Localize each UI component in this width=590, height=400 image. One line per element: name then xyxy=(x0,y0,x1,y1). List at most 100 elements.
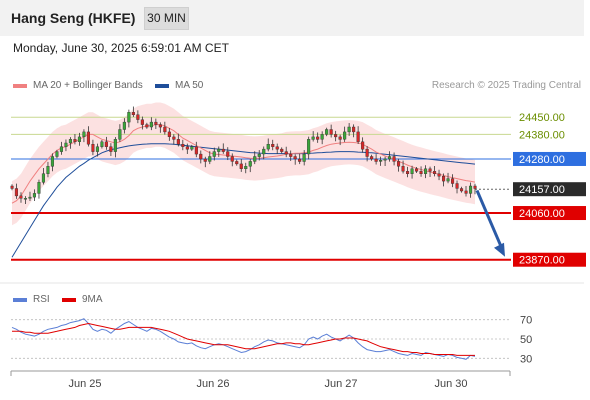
candle-body xyxy=(469,185,473,194)
ma50-label: MA 50 xyxy=(175,80,204,91)
level-label: 24060.00 xyxy=(513,206,586,221)
candle-body xyxy=(19,195,23,199)
candle-body xyxy=(140,119,144,125)
candle-body xyxy=(284,151,288,155)
candle-body xyxy=(163,126,167,133)
candle-body xyxy=(127,112,131,123)
candle-body xyxy=(397,161,401,167)
candle-body xyxy=(113,139,117,152)
candle-body xyxy=(77,136,81,142)
candle-body xyxy=(203,158,207,162)
candle-body xyxy=(307,139,311,155)
candle-body xyxy=(122,121,126,130)
candle-body xyxy=(262,148,266,155)
candle-body xyxy=(383,158,387,161)
candle-body xyxy=(338,136,342,140)
candle-body xyxy=(442,175,446,182)
candle-body xyxy=(451,178,455,184)
rsi-tick-label: 50 xyxy=(520,334,532,346)
candle-body xyxy=(118,129,122,140)
candle-body xyxy=(86,131,90,145)
candle-body xyxy=(239,163,243,169)
legend-ma50: MA 50 xyxy=(155,80,203,91)
rsi-ma-label: 9MA xyxy=(82,294,103,305)
x-tick-label: Jun 27 xyxy=(324,378,357,390)
candle-body xyxy=(401,166,405,172)
level-label-text: 23870.00 xyxy=(519,255,565,267)
level-label: 23870.00 xyxy=(513,252,586,267)
candle-body xyxy=(361,141,365,150)
rsi-tick-label: 30 xyxy=(520,353,532,365)
bollinger-label: MA 20 + Bollinger Bands xyxy=(33,80,143,91)
candle-body xyxy=(95,146,99,152)
candle-body xyxy=(271,143,275,147)
candle-body xyxy=(158,124,162,128)
candle-body xyxy=(365,148,369,157)
legend-rsi: RSI xyxy=(13,294,50,305)
candle-body xyxy=(325,129,329,135)
level-label-bg xyxy=(513,151,586,166)
candle-body xyxy=(68,139,72,144)
candle-body xyxy=(194,146,198,155)
x-tick-label: Jun 26 xyxy=(196,378,229,390)
candle-body xyxy=(208,156,212,162)
instrument-title: Hang Seng (HKFE) xyxy=(11,10,136,26)
level-label-bg xyxy=(513,182,586,197)
candle-body xyxy=(109,146,113,152)
candle-body xyxy=(473,185,477,189)
candle-body xyxy=(199,153,203,160)
candle-body xyxy=(82,131,86,137)
candle-body xyxy=(59,146,63,152)
candle-body xyxy=(316,136,320,140)
candle-body xyxy=(230,156,234,162)
candle-body xyxy=(460,188,464,192)
candle-body xyxy=(190,146,194,150)
candle-body xyxy=(248,161,252,167)
ma50-line xyxy=(11,143,476,258)
candle-body xyxy=(212,151,216,157)
rsi-line xyxy=(11,318,476,360)
candle-body xyxy=(14,188,19,197)
candle-body xyxy=(352,126,356,133)
level-label-bg xyxy=(513,206,586,221)
candle-body xyxy=(392,156,396,162)
candle-body xyxy=(50,156,54,167)
candle-body xyxy=(320,134,324,140)
candle-body xyxy=(73,139,77,143)
x-tick-label: Jun 25 xyxy=(68,378,101,390)
candle-body xyxy=(370,156,374,160)
candle-body xyxy=(424,168,428,174)
level-label: 24157.00 xyxy=(513,182,586,197)
rsi-ma-swatch xyxy=(62,297,76,302)
rsi-tick-label: 70 xyxy=(520,315,532,327)
forecast-arrow-shaft xyxy=(475,189,504,250)
timestamp: Monday, June 30, 2025 6:59:01 AM CET xyxy=(13,41,229,55)
candle-body xyxy=(334,134,338,138)
rsi-label: RSI xyxy=(33,294,50,305)
candle-body xyxy=(41,173,45,183)
candle-body xyxy=(446,178,450,182)
candle-body xyxy=(181,143,185,147)
candle-body xyxy=(149,121,153,128)
candle-body xyxy=(64,142,68,147)
timeframe-button[interactable]: 30 MIN xyxy=(144,7,189,30)
credit-text: Research © 2025 Trading Central xyxy=(431,80,581,91)
candle-body xyxy=(298,158,302,162)
candle-body xyxy=(55,151,59,157)
candle-body xyxy=(253,156,257,162)
candle-body xyxy=(356,131,360,142)
level-label: 24450.00 xyxy=(519,112,565,124)
candle-body xyxy=(419,171,423,175)
candle-body xyxy=(410,168,414,174)
rsi-ma-line xyxy=(12,322,475,356)
candle-body xyxy=(244,166,248,170)
candle-body xyxy=(176,139,180,145)
candle-body xyxy=(311,136,315,140)
candle-body xyxy=(154,121,158,125)
level-label-text: 24380.00 xyxy=(519,129,565,141)
candle-body xyxy=(217,148,221,152)
candle-body xyxy=(406,171,410,175)
candle-body xyxy=(136,114,140,120)
